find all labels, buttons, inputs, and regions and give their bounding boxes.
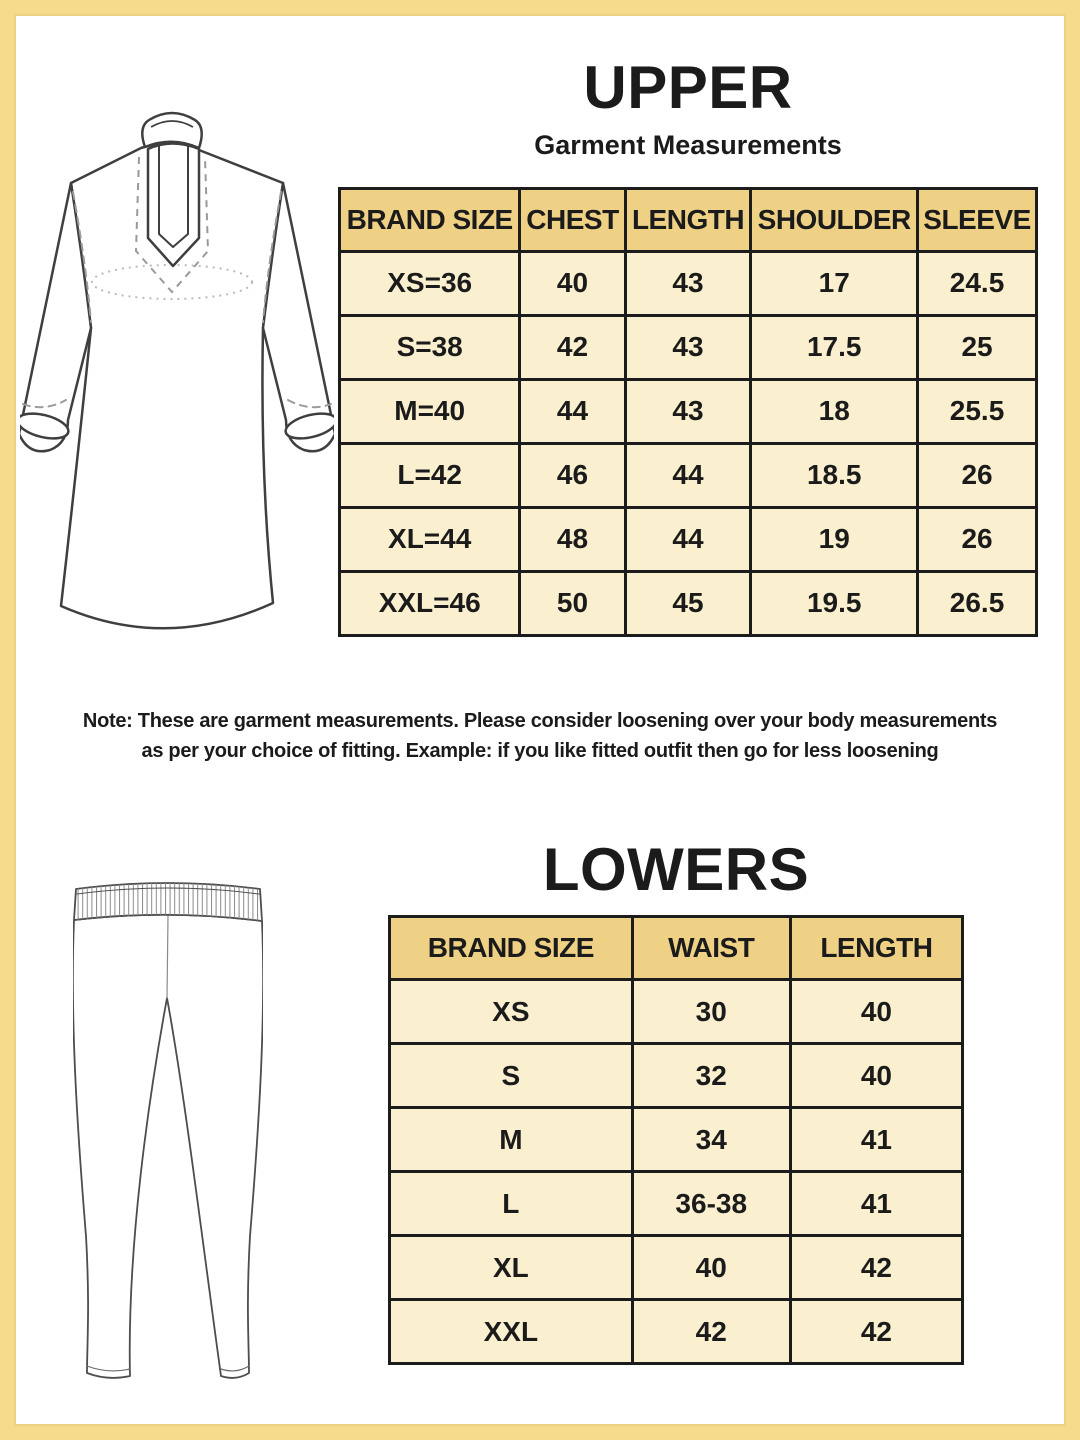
table-cell: 46 — [518, 441, 627, 509]
column-header: LENGTH — [788, 915, 965, 981]
kurta-left-cuff — [20, 412, 70, 440]
table-row: M 34 41 — [388, 1106, 965, 1173]
table-row: XXL 42 42 — [388, 1298, 965, 1365]
lowers-section: LOWERS BRAND SIZE WAIST LENGTH XS 30 40 S 32 40 M… — [388, 836, 965, 1365]
table-cell: 19 — [749, 505, 920, 573]
upper-section: UPPER Garment Measurements BRAND SIZE CHE… — [337, 54, 1038, 637]
table-cell: 42 — [788, 1298, 965, 1365]
upper-title: UPPER — [583, 54, 793, 121]
kurta-right-cuff — [284, 412, 334, 440]
table-cell: 42 — [518, 313, 627, 381]
upper-size-table: BRAND SIZE CHEST LENGTH SHOULDER SLEEVE XS=36… — [337, 186, 1038, 637]
table-cell: XXL=46 — [337, 569, 522, 637]
table-row: S=38 42 43 17.5 25 — [337, 313, 1038, 381]
table-cell: 44 — [518, 377, 627, 445]
table-cell: 44 — [623, 441, 753, 509]
pants-waistband-rib — [74, 883, 262, 921]
table-cell: 43 — [623, 249, 753, 317]
table-row: XS 30 40 — [388, 978, 965, 1045]
table-cell: 26.5 — [916, 569, 1038, 637]
measurement-note-line1: Note: These are garment measurements. Pl… — [82, 710, 998, 732]
table-cell: 40 — [788, 1042, 965, 1109]
table-cell: 18 — [749, 377, 920, 445]
column-header: WAIST — [630, 915, 792, 981]
table-cell: 43 — [623, 313, 753, 381]
table-cell: XL=44 — [337, 505, 522, 573]
table-cell: 19.5 — [749, 569, 920, 637]
kurta-line-drawing — [20, 111, 334, 630]
kurta-right-cuff-seam — [287, 399, 332, 409]
table-cell: S=38 — [337, 313, 522, 381]
pants-front-seam — [166, 915, 169, 999]
table-cell: 40 — [518, 249, 627, 317]
table-cell: 41 — [788, 1106, 965, 1173]
table-cell: M=40 — [337, 377, 522, 445]
table-row: S 32 40 — [388, 1042, 965, 1109]
table-cell: 17 — [749, 249, 920, 317]
header-row: BRAND SIZE WAIST LENGTH — [388, 915, 965, 981]
table-cell: XS=36 — [337, 249, 522, 317]
table-cell: 25.5 — [916, 377, 1038, 445]
measurement-note: Note: These are garment measurements. Pl… — [14, 706, 1066, 766]
table-cell: 36-38 — [630, 1170, 792, 1237]
pants-line-drawing — [73, 882, 263, 1379]
pants-waistband-edge — [76, 887, 260, 895]
kurta-left-cuff-seam — [22, 399, 67, 409]
column-header: SHOULDER — [749, 186, 920, 253]
table-cell: 40 — [788, 978, 965, 1045]
kurta-right-armhole-seam — [262, 191, 282, 323]
kurta-collar-inner-line — [150, 120, 194, 128]
table-cell: L — [388, 1170, 634, 1237]
kurta-placket-inner — [158, 146, 189, 248]
table-cell: 34 — [630, 1106, 792, 1173]
table-cell: 45 — [623, 569, 753, 637]
table-row: XL=44 48 44 19 26 — [337, 505, 1038, 573]
table-row: XL 40 42 — [388, 1234, 965, 1301]
kurta-collar — [141, 111, 203, 150]
table-row: L 36-38 41 — [388, 1170, 965, 1237]
table-cell: 42 — [630, 1298, 792, 1365]
table-cell: 18.5 — [749, 441, 920, 509]
pants-legs — [73, 913, 263, 1379]
table-cell: 17.5 — [749, 313, 920, 381]
table-row: XS=36 40 43 17 24.5 — [337, 249, 1038, 317]
table-row: XXL=46 50 45 19.5 26.5 — [337, 569, 1038, 637]
table-cell: 26 — [916, 441, 1038, 509]
table-cell: 42 — [788, 1234, 965, 1301]
column-header: CHEST — [518, 186, 627, 253]
column-header: BRAND SIZE — [337, 186, 522, 253]
pants-right-hem — [220, 1365, 250, 1372]
upper-subtitle: Garment Measurements — [534, 130, 842, 160]
column-header: LENGTH — [623, 186, 753, 253]
table-cell: XS — [388, 978, 634, 1045]
table-cell: 41 — [788, 1170, 965, 1237]
table-cell: M — [388, 1106, 634, 1173]
table-cell: L=42 — [337, 441, 522, 509]
table-cell: 50 — [518, 569, 627, 637]
table-cell: 25 — [916, 313, 1038, 381]
lowers-title: LOWERS — [542, 836, 810, 903]
table-cell: 26 — [916, 505, 1038, 573]
table-row: M=40 44 43 18 25.5 — [337, 377, 1038, 445]
table-cell: XL — [388, 1234, 634, 1301]
table-cell: XXL — [388, 1298, 634, 1365]
kurta-left-armhole-seam — [72, 191, 92, 323]
header-row: BRAND SIZE CHEST LENGTH SHOULDER SLEEVE — [337, 186, 1038, 253]
lowers-size-table: BRAND SIZE WAIST LENGTH XS 30 40 S 32 40 M 34 41 L 36… — [388, 915, 965, 1365]
kurta-yoke-seam — [134, 156, 210, 294]
table-cell: 32 — [630, 1042, 792, 1109]
table-cell: 43 — [623, 377, 753, 445]
column-header: BRAND SIZE — [388, 915, 634, 981]
measurement-note-line2: as per your choice of fitting. Example: … — [141, 740, 939, 762]
table-cell: S — [388, 1042, 634, 1109]
column-header: SLEEVE — [916, 186, 1038, 253]
table-cell: 24.5 — [916, 249, 1038, 317]
table-cell: 48 — [518, 505, 627, 573]
table-row: L=42 46 44 18.5 26 — [337, 441, 1038, 509]
pants-left-hem — [86, 1365, 131, 1372]
table-cell: 40 — [630, 1234, 792, 1301]
table-cell: 44 — [623, 505, 753, 573]
table-cell: 30 — [630, 978, 792, 1045]
